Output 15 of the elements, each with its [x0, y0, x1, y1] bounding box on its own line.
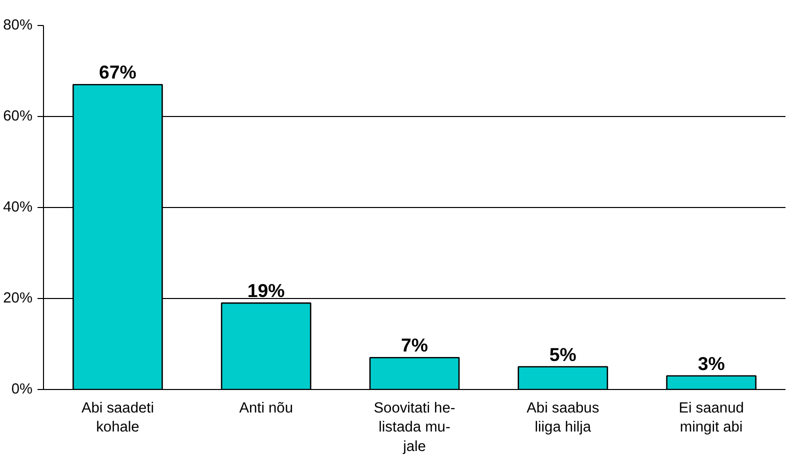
- y-tick-label: 0%: [11, 382, 33, 398]
- data-label: 67%: [99, 62, 137, 83]
- x-tick-label: Soovitati he- listada mu- jale: [374, 400, 456, 455]
- x-tick-label: Abi saadeti kohale: [81, 400, 154, 436]
- y-tick-label: 60%: [3, 108, 33, 124]
- x-tick-label: Abi saabus liiga hilja: [526, 400, 600, 436]
- data-label: 5%: [549, 344, 577, 365]
- y-tick-label: 80%: [3, 18, 33, 34]
- data-label: 7%: [401, 334, 428, 356]
- data-label: 19%: [247, 280, 286, 302]
- x-tick-label: Ei saanud mingit abi: [678, 400, 744, 436]
- data-label: 3%: [698, 352, 726, 374]
- y-tick-label: 40%: [3, 200, 33, 216]
- y-tick-label: 20%: [3, 290, 33, 306]
- x-tick-label: Anti nõu: [239, 400, 293, 416]
